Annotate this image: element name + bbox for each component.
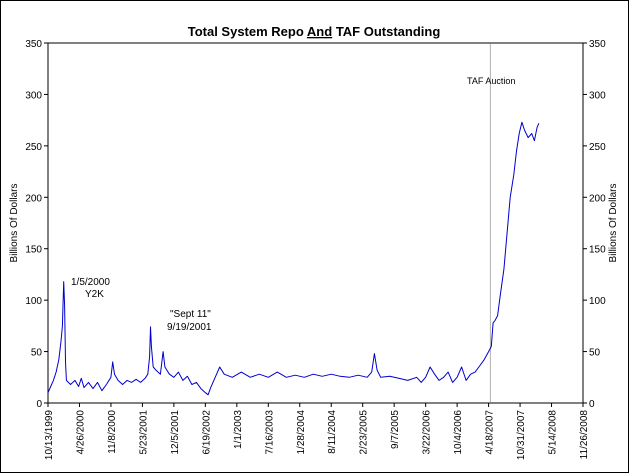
y-axes: 0 0 50 50 100 100 150 150 200 200 250 250 300 300 350 3… (25, 39, 606, 410)
y-tick-label-right: 50 (589, 348, 601, 359)
x-tick-label: 5/23/2001 (138, 410, 149, 455)
y-tick-label-right: 200 (589, 193, 606, 204)
x-tick-label: 11/8/2000 (107, 410, 118, 454)
y-tick-label-left: 300 (25, 90, 42, 101)
y-tick-label-right: 350 (589, 39, 606, 50)
title-part-1: Total System Repo (188, 24, 307, 39)
x-tick-label: 1/1/2003 (233, 410, 244, 449)
x-tick-label: 10/13/1999 (44, 410, 55, 460)
x-tick-label: 8/11/2004 (327, 410, 338, 454)
x-tick-label: 11/26/2008 (579, 410, 590, 460)
series-line (47, 121, 540, 396)
y-tick-label-right: 250 (589, 142, 606, 153)
x-axis: 10/13/1999 4/26/2000 11/8/2000 5/23/2001 12/… (44, 403, 590, 460)
annotation-sept11-date: 9/19/2001 (167, 322, 212, 333)
x-tick-label: 10/31/2007 (516, 410, 527, 460)
y-tick-label-left: 0 (36, 399, 42, 410)
y-tick-label-right: 300 (589, 90, 606, 101)
x-tick-label: 2/23/2005 (359, 410, 370, 455)
x-tick-label: 1/28/2004 (296, 410, 307, 455)
y-tick-label-left: 150 (25, 245, 42, 256)
y-tick-label-left: 100 (25, 296, 42, 307)
y-axis-label-right: Billions Of Dollars (608, 184, 619, 263)
y-tick-label-right: 150 (589, 245, 606, 256)
y-tick-label-left: 350 (25, 39, 42, 50)
y-tick-label-right: 100 (589, 296, 606, 307)
x-tick-label: 10/4/2006 (453, 410, 464, 455)
y-axis-label-left: Billions Of Dollars (9, 184, 20, 263)
y-tick-label-right: 0 (589, 399, 595, 410)
y-tick-label-left: 250 (25, 142, 42, 153)
plot-area (47, 42, 584, 404)
x-tick-label: 4/26/2000 (75, 410, 86, 455)
annotation-taf-auction: TAF Auction (467, 76, 515, 86)
x-tick-label: 5/14/2008 (548, 410, 559, 455)
annotation-sept11: "Sept 11" (170, 309, 211, 320)
x-tick-label: 12/5/2001 (170, 410, 181, 455)
y-tick-label-left: 200 (25, 193, 42, 204)
x-tick-label: 6/19/2002 (201, 410, 212, 455)
chart-title: Total System Repo And TAF Outstanding (188, 24, 441, 39)
title-part-2: And (307, 24, 332, 39)
x-tick-label: 3/22/2006 (422, 410, 433, 455)
x-tick-label: 9/7/2005 (390, 410, 401, 449)
x-tick-label: 4/18/2007 (485, 410, 496, 455)
annotation-y2k-date: 1/5/2000 (71, 277, 110, 288)
x-tick-label: 7/16/2003 (264, 410, 275, 455)
y-tick-label-left: 50 (31, 348, 43, 359)
title-part-3: TAF Outstanding (332, 24, 440, 39)
annotation-y2k: Y2K (85, 289, 104, 300)
